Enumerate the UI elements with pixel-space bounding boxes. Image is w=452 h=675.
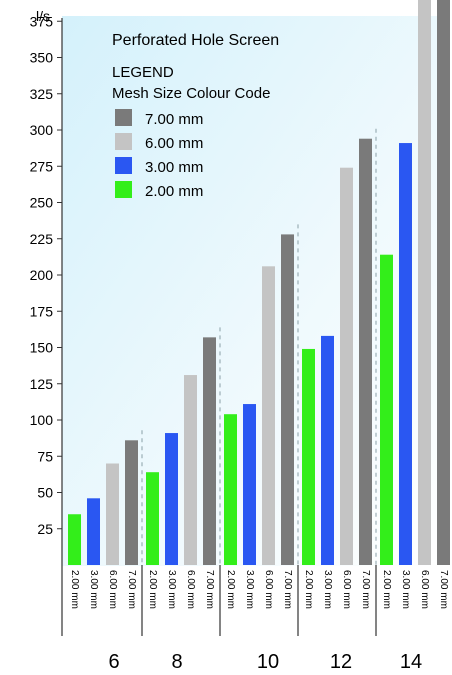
x-group-label-12: 12 bbox=[330, 651, 352, 673]
legend-swatch-600-mm bbox=[115, 133, 132, 150]
x-group-label-8: 8 bbox=[171, 651, 182, 673]
legend-heading: LEGEND bbox=[112, 64, 174, 81]
bar-6-600-mm bbox=[106, 463, 119, 565]
x-bar-label: 3.00 mm bbox=[400, 570, 411, 609]
y-tick-label: 300 bbox=[30, 122, 54, 138]
bars bbox=[68, 0, 450, 566]
x-bar-label: 7.00 mm bbox=[282, 570, 293, 609]
x-bar-label: 7.00 mm bbox=[204, 570, 215, 609]
x-bar-label: 2.00 mm bbox=[225, 570, 236, 609]
y-axis-ticks: 25 50 75 100 125 150 175 200 225 250 275 300 325 350 3… bbox=[30, 13, 62, 537]
x-bar-label: 2.00 mm bbox=[303, 570, 314, 609]
bar-6-300-mm bbox=[87, 498, 100, 565]
bar-14-700-mm bbox=[437, 0, 450, 566]
y-tick-label: 50 bbox=[37, 485, 53, 501]
bar-14-300-mm bbox=[399, 143, 412, 566]
chart-title: Perforated Hole Screen bbox=[112, 32, 279, 49]
y-tick-label: 125 bbox=[30, 376, 54, 392]
y-tick-label: 200 bbox=[30, 267, 54, 283]
legend: LEGEND Mesh Size Colour Code 7.00 mm 6.00… bbox=[112, 64, 270, 200]
bar-12-600-mm bbox=[340, 167, 353, 565]
y-tick-label: 75 bbox=[37, 448, 53, 464]
x-bar-label: 7.00 mm bbox=[126, 570, 137, 609]
legend-swatch-300-mm bbox=[115, 157, 132, 174]
x-bar-label: 3.00 mm bbox=[322, 570, 333, 609]
x-group-label-6: 6 bbox=[108, 651, 119, 673]
x-bar-label: 6.00 mm bbox=[341, 570, 352, 609]
y-tick-label: 225 bbox=[30, 231, 54, 247]
bar-6-700-mm bbox=[125, 440, 138, 565]
x-bar-label: 3.00 mm bbox=[244, 570, 255, 609]
x-bar-label: 3.00 mm bbox=[88, 570, 99, 609]
x-group-label-10: 10 bbox=[257, 651, 279, 673]
y-tick-label: 250 bbox=[30, 195, 54, 211]
bar-10-600-mm bbox=[262, 266, 275, 565]
y-tick-label: 150 bbox=[30, 340, 54, 356]
bar-12-200-mm bbox=[302, 348, 315, 565]
bar-8-200-mm bbox=[146, 472, 159, 565]
y-tick-label: 325 bbox=[30, 86, 54, 102]
x-bar-label: 2.00 mm bbox=[147, 570, 158, 609]
x-bar-label: 2.00 mm bbox=[69, 570, 80, 609]
bar-8-700-mm bbox=[203, 337, 216, 565]
bar-14-600-mm bbox=[418, 0, 431, 565]
x-bar-label: 6.00 mm bbox=[107, 570, 118, 609]
x-bar-label: 6.00 mm bbox=[419, 570, 430, 609]
x-bar-label: 6.00 mm bbox=[263, 570, 274, 609]
bar-6-200-mm bbox=[68, 514, 81, 565]
y-tick-label: 175 bbox=[30, 303, 54, 319]
y-tick-label: 100 bbox=[30, 412, 54, 428]
bar-8-600-mm bbox=[184, 375, 197, 565]
legend-label-600-mm: 6.00 mm bbox=[145, 135, 203, 152]
x-bar-label: 7.00 mm bbox=[438, 570, 449, 609]
legend-label-300-mm: 3.00 mm bbox=[145, 159, 203, 176]
bar-10-300-mm bbox=[243, 404, 256, 565]
y-axis-unit-label: l/s bbox=[36, 8, 50, 24]
legend-swatch-700-mm bbox=[115, 109, 132, 126]
x-axis-bar-labels: 2.00 mm 3.00 mm 6.00 mm 7.00 mm 2.00 mm 3.00 … bbox=[69, 570, 449, 609]
legend-entries: 7.00 mm 6.00 mm 3.00 mm 2.00 mm bbox=[115, 109, 203, 200]
y-tick-label: 350 bbox=[30, 50, 54, 66]
bar-10-700-mm bbox=[281, 234, 294, 565]
y-tick-label: 375 bbox=[30, 13, 54, 29]
legend-label-200-mm: 2.00 mm bbox=[145, 183, 203, 200]
x-axis-group-labels: 6 8 10 12 14 bbox=[108, 651, 422, 673]
legend-label-700-mm: 7.00 mm bbox=[145, 111, 203, 128]
x-bar-label: 2.00 mm bbox=[381, 570, 392, 609]
x-group-label-14: 14 bbox=[400, 651, 422, 673]
legend-swatch-200-mm bbox=[115, 181, 132, 198]
bar-14-200-mm bbox=[380, 254, 393, 565]
x-bar-label: 6.00 mm bbox=[185, 570, 196, 609]
legend-subheading: Mesh Size Colour Code bbox=[112, 85, 270, 102]
bar-10-200-mm bbox=[224, 414, 237, 565]
bar-12-700-mm bbox=[359, 138, 372, 565]
y-tick-label: 25 bbox=[37, 521, 53, 537]
x-bar-label: 3.00 mm bbox=[166, 570, 177, 609]
y-tick-label: 275 bbox=[30, 158, 54, 174]
bar-8-300-mm bbox=[165, 433, 178, 565]
group-dividers bbox=[141, 128, 377, 636]
bar-12-300-mm bbox=[321, 335, 334, 565]
x-bar-label: 7.00 mm bbox=[360, 570, 371, 609]
